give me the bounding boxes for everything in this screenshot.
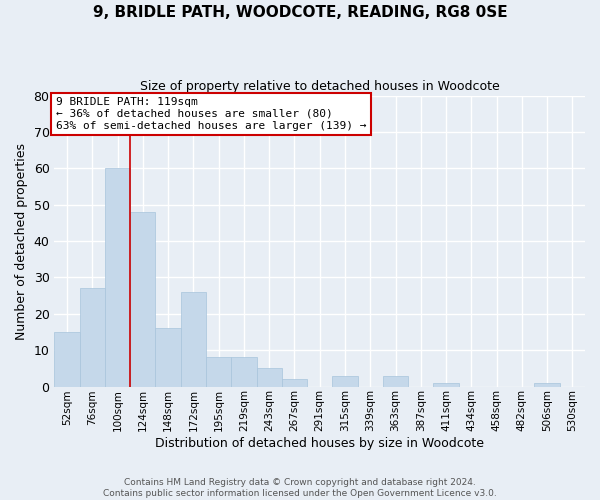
Bar <box>257 368 282 386</box>
Bar <box>206 358 231 386</box>
Bar <box>282 380 307 386</box>
Title: Size of property relative to detached houses in Woodcote: Size of property relative to detached ho… <box>140 80 500 93</box>
Bar <box>383 376 408 386</box>
Bar <box>105 168 130 386</box>
Text: 9, BRIDLE PATH, WOODCOTE, READING, RG8 0SE: 9, BRIDLE PATH, WOODCOTE, READING, RG8 0… <box>92 5 508 20</box>
Bar <box>130 212 155 386</box>
Bar <box>332 376 358 386</box>
Y-axis label: Number of detached properties: Number of detached properties <box>15 142 28 340</box>
Text: 9 BRIDLE PATH: 119sqm
← 36% of detached houses are smaller (80)
63% of semi-deta: 9 BRIDLE PATH: 119sqm ← 36% of detached … <box>56 98 366 130</box>
Bar <box>231 358 257 386</box>
Bar <box>181 292 206 386</box>
Bar <box>535 383 560 386</box>
X-axis label: Distribution of detached houses by size in Woodcote: Distribution of detached houses by size … <box>155 437 484 450</box>
Bar <box>80 288 105 386</box>
Bar <box>433 383 458 386</box>
Bar <box>155 328 181 386</box>
Text: Contains HM Land Registry data © Crown copyright and database right 2024.
Contai: Contains HM Land Registry data © Crown c… <box>103 478 497 498</box>
Bar <box>55 332 80 386</box>
